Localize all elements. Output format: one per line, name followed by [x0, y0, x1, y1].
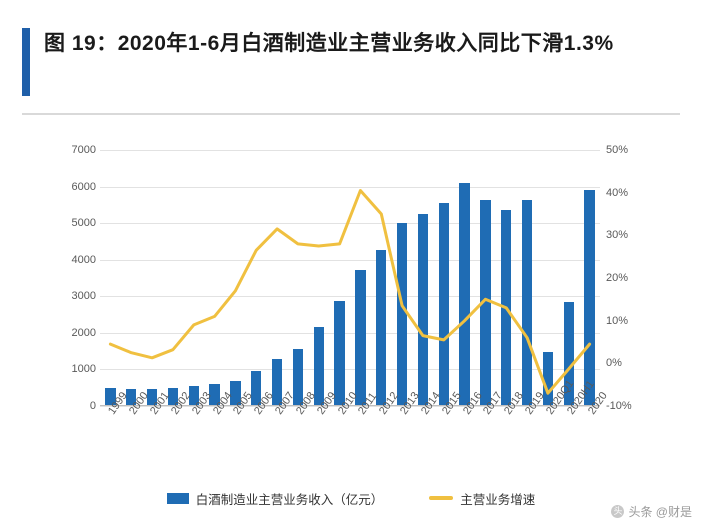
bar: [292, 348, 304, 406]
gridline: [100, 259, 600, 261]
bar: [188, 386, 199, 406]
y-tick-label: 6000: [71, 180, 96, 193]
bar: [251, 371, 262, 406]
gridline: [100, 150, 600, 151]
legend-item-line: 主营业务增速: [429, 489, 535, 508]
chart-legend: 白酒制造业主营业务收入（亿元） 主营业务增速: [22, 484, 680, 512]
watermark: 头 头条 @财是: [611, 503, 692, 520]
plot-area: [100, 150, 600, 407]
chart-container: 0 1000 2000 3000 4000 5000 6000 7000 -10% 0% 10% 2…: [22, 126, 680, 516]
bar: [459, 182, 470, 406]
title-divider: [22, 113, 680, 115]
gridline: [100, 186, 600, 188]
title-block: 图 19：2020年1-6月白酒制造业主营业务收入同比下滑1.3%: [0, 0, 702, 115]
bar: [563, 301, 574, 406]
y-tick-label: 0: [89, 400, 96, 412]
bar: [376, 249, 387, 406]
x-axis-line: [100, 405, 600, 406]
bar: [542, 351, 554, 406]
bar: [209, 383, 220, 406]
bar: [313, 327, 324, 406]
gridline: [100, 369, 600, 371]
legend-bar-label: 白酒制造业主营业务收入（亿元）: [195, 492, 384, 507]
y-axis-left-labels: 0 1000 2000 3000 4000 5000 6000 7000: [42, 144, 96, 412]
bar: [438, 203, 449, 406]
bar: [334, 300, 345, 406]
y2-tick-label: 50%: [606, 144, 629, 156]
y2-tick-label: 30%: [606, 229, 629, 242]
bar: [396, 223, 408, 406]
watermark-logo-icon: 头: [611, 505, 625, 518]
legend-line-label: 主营业务增速: [460, 492, 536, 507]
bar: [230, 381, 241, 406]
bar: [105, 388, 116, 406]
gridline: [100, 223, 600, 225]
watermark-text: 头条 @财是: [628, 505, 692, 519]
y-tick-label: 1000: [71, 363, 96, 376]
legend-item-bar: 白酒制造业主营业务收入（亿元）: [166, 489, 384, 508]
bar: [584, 190, 595, 406]
bar: [355, 269, 366, 406]
bar: [146, 388, 158, 406]
y-tick-label: 5000: [71, 217, 96, 230]
gridline: [100, 332, 600, 334]
y2-tick-label: 20%: [606, 272, 629, 284]
x-axis-labels: 1999 2000 2001 2002 2003 2004 2005 2006 2007 2008…: [100, 378, 609, 482]
bar: [271, 359, 283, 406]
bar: [521, 200, 533, 406]
bar: [167, 388, 179, 406]
gridline: [100, 296, 600, 298]
title-accent-bar: [22, 28, 30, 96]
y-axis-right-labels: -10% 0% 10% 20% 30% 40% 50%: [606, 144, 654, 412]
y2-tick-label: 0%: [606, 357, 622, 370]
bar: [480, 200, 491, 406]
y-tick-label: 7000: [71, 144, 96, 156]
gridline: [100, 406, 600, 407]
y2-tick-label: -10%: [606, 400, 632, 412]
legend-bar-swatch-icon: [166, 492, 189, 504]
page-title: 图 19：2020年1-6月白酒制造业主营业务收入同比下滑1.3%: [44, 32, 614, 55]
line-series: [108, 189, 592, 395]
bar: [417, 213, 429, 406]
legend-line-swatch-icon: [429, 496, 454, 500]
y2-tick-label: 40%: [606, 186, 629, 199]
y-tick-label: 2000: [71, 326, 96, 339]
bar: [126, 388, 137, 406]
y2-tick-label: 10%: [606, 314, 629, 327]
y-tick-label: 4000: [71, 253, 96, 266]
y-tick-label: 3000: [71, 290, 96, 303]
